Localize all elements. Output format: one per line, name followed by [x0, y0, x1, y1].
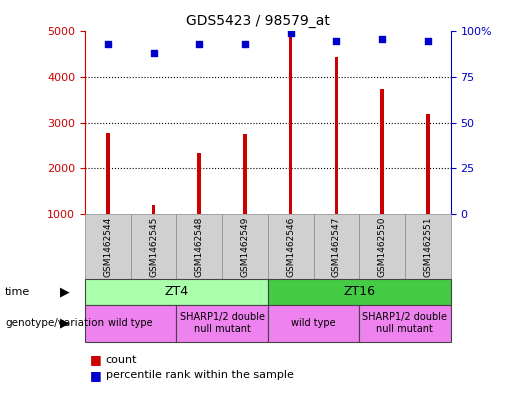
Point [424, 37, 432, 44]
Text: GSM1462547: GSM1462547 [332, 217, 341, 277]
Text: ZT4: ZT4 [164, 285, 188, 298]
Point [149, 50, 158, 57]
Text: GSM1462548: GSM1462548 [195, 217, 204, 277]
Bar [152, 205, 156, 214]
Text: ▶: ▶ [60, 285, 69, 298]
Text: ZT16: ZT16 [343, 285, 375, 298]
Point [378, 36, 386, 42]
Bar [289, 35, 293, 214]
Bar [243, 134, 247, 214]
Text: ■: ■ [90, 369, 102, 382]
Point [195, 41, 203, 48]
Text: SHARP1/2 double
null mutant: SHARP1/2 double null mutant [363, 312, 448, 334]
Text: count: count [106, 354, 137, 365]
Bar [106, 133, 110, 214]
Text: time: time [5, 287, 30, 297]
Bar [335, 57, 338, 214]
Text: ■: ■ [90, 353, 102, 366]
Point [241, 41, 249, 48]
Point [104, 41, 112, 48]
Bar [380, 90, 384, 214]
Text: GSM1462545: GSM1462545 [149, 217, 158, 277]
Text: wild type: wild type [291, 318, 336, 328]
Text: GDS5423 / 98579_at: GDS5423 / 98579_at [185, 14, 330, 28]
Bar [197, 153, 201, 214]
Text: GSM1462550: GSM1462550 [377, 217, 387, 277]
Text: GSM1462551: GSM1462551 [423, 217, 432, 277]
Text: GSM1462549: GSM1462549 [241, 217, 249, 277]
Text: ▶: ▶ [60, 317, 69, 330]
Point [286, 30, 295, 37]
Text: GSM1462544: GSM1462544 [104, 217, 112, 277]
Point [332, 37, 340, 44]
Text: wild type: wild type [108, 318, 153, 328]
Bar [426, 114, 430, 214]
Text: SHARP1/2 double
null mutant: SHARP1/2 double null mutant [180, 312, 265, 334]
Text: genotype/variation: genotype/variation [5, 318, 104, 328]
Text: GSM1462546: GSM1462546 [286, 217, 295, 277]
Text: percentile rank within the sample: percentile rank within the sample [106, 370, 294, 380]
